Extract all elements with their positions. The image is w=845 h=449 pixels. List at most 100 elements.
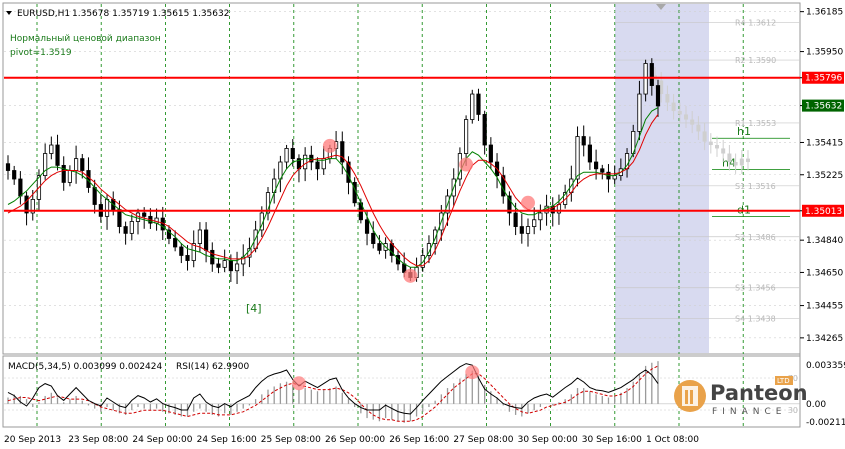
macd-histogram bbox=[7, 361, 659, 423]
candle-body bbox=[185, 255, 190, 261]
macd-signal-line bbox=[7, 365, 659, 422]
time-tick-label: 23 Sep 08:00 bbox=[68, 435, 128, 445]
time-tick-label: 30 Sep 00:00 bbox=[518, 435, 578, 445]
pivot-label: pivot=1.3519 bbox=[10, 48, 72, 58]
projection-label: R2 1.3590 bbox=[735, 56, 776, 65]
price-tick-label: 1.34650 bbox=[806, 268, 843, 278]
candle-body bbox=[30, 198, 35, 214]
candle-body bbox=[371, 232, 376, 244]
ghost-body bbox=[746, 158, 750, 163]
macd-axis-label: 0.00 bbox=[806, 400, 826, 410]
forecast-zone bbox=[615, 4, 709, 353]
ghost-body bbox=[715, 145, 719, 149]
dropdown-triangle-icon[interactable] bbox=[6, 11, 12, 15]
macd-axis-label: -0.002112 bbox=[806, 418, 845, 428]
time-tick-label: 30 Sep 16:00 bbox=[582, 435, 642, 445]
candle-body bbox=[476, 93, 481, 115]
projection-label: S1 1.3516 bbox=[735, 182, 776, 191]
candle-body bbox=[123, 226, 128, 234]
candle-body bbox=[49, 144, 54, 154]
candle-body bbox=[519, 226, 524, 234]
candle-body bbox=[377, 243, 382, 251]
candle-body bbox=[315, 161, 320, 170]
candle-body bbox=[340, 141, 345, 163]
candle-body bbox=[197, 229, 202, 244]
candle-body bbox=[61, 165, 66, 183]
candle-body bbox=[104, 198, 110, 217]
candle-body bbox=[513, 212, 518, 227]
ghost-body bbox=[696, 124, 701, 132]
shift-marker-icon[interactable] bbox=[656, 4, 666, 10]
candle-body bbox=[488, 144, 493, 163]
candle-body bbox=[43, 153, 48, 177]
ghost-body bbox=[708, 141, 713, 146]
ohlc-label: 1.35678 1.35719 1.35615 1.35632 bbox=[72, 9, 229, 19]
candle-body bbox=[117, 209, 122, 227]
projection-label: S4 1.3438 bbox=[735, 314, 776, 323]
turn-marker bbox=[521, 195, 535, 210]
candle-body bbox=[129, 221, 134, 234]
candle-body bbox=[191, 243, 196, 261]
candle-body bbox=[538, 212, 543, 221]
ghost-body bbox=[702, 131, 707, 142]
ma-red-line bbox=[7, 114, 659, 267]
candle-body bbox=[5, 163, 11, 171]
candle-body bbox=[12, 170, 17, 180]
indicator-header: MACD(5,34,5) 0.003099 0.002424 RSI(14) 6… bbox=[8, 362, 249, 372]
indicator-gridlines bbox=[4, 377, 800, 411]
indicator-marker bbox=[291, 376, 306, 391]
price-tag-label: 1.35632 bbox=[805, 102, 842, 112]
ghost-body bbox=[671, 102, 676, 112]
candle-body bbox=[575, 136, 580, 180]
candle-body bbox=[18, 178, 23, 197]
price-tag bbox=[802, 71, 844, 84]
candle-body bbox=[86, 170, 91, 188]
ghost-candles bbox=[653, 66, 750, 174]
candle-body bbox=[433, 229, 438, 244]
ghost-body bbox=[690, 119, 695, 125]
rsi-line bbox=[7, 363, 659, 415]
candle-body bbox=[222, 260, 227, 268]
candle-body bbox=[265, 192, 271, 214]
indicator-marker bbox=[465, 365, 480, 380]
candle-body bbox=[24, 195, 29, 214]
candle-body bbox=[216, 263, 221, 268]
time-tick-label: 20 Sep 2013 bbox=[4, 435, 61, 445]
indicator-markers bbox=[291, 365, 480, 391]
price-tag-label: 1.35796 bbox=[805, 74, 842, 84]
price-tick-label: 1.34455 bbox=[806, 302, 843, 312]
price-tag bbox=[802, 204, 844, 217]
time-tick-label: 24 Sep 16:00 bbox=[197, 435, 257, 445]
candle-body bbox=[470, 93, 475, 120]
time-tick-label: 27 Sep 08:00 bbox=[453, 435, 513, 445]
candle-body bbox=[507, 195, 512, 214]
candle-body bbox=[303, 154, 308, 170]
candle-body bbox=[532, 219, 537, 227]
price-tick-label: 1.35950 bbox=[806, 48, 843, 58]
price-tag bbox=[802, 99, 844, 112]
rsi-level-label: 30 bbox=[788, 406, 798, 415]
rsi-label: RSI(14) 62.9900 bbox=[176, 362, 249, 372]
logo-sub: FINANCE bbox=[712, 407, 786, 417]
candle-body bbox=[649, 63, 654, 86]
candle-body bbox=[637, 93, 642, 132]
candle-body bbox=[482, 114, 487, 146]
time-tick-label: 25 Sep 08:00 bbox=[261, 435, 321, 445]
candle-body bbox=[643, 63, 648, 95]
price-tick-label: 1.36185 bbox=[806, 8, 843, 18]
candle-body bbox=[563, 192, 568, 205]
candle-body bbox=[80, 158, 85, 171]
turn-marker bbox=[403, 268, 418, 283]
candle-body bbox=[464, 119, 469, 154]
symbol-label: EURUSD,H1 bbox=[17, 9, 70, 19]
ghost-body bbox=[659, 80, 664, 95]
time-tick-label: 24 Sep 00:00 bbox=[132, 435, 192, 445]
price-tick-label: 1.34265 bbox=[806, 334, 843, 344]
candle-body bbox=[364, 219, 370, 234]
candle-body bbox=[228, 260, 233, 272]
candle-body bbox=[234, 263, 240, 272]
ghost-body bbox=[677, 111, 682, 115]
turn-markers bbox=[322, 138, 535, 283]
candle-body bbox=[179, 246, 184, 256]
